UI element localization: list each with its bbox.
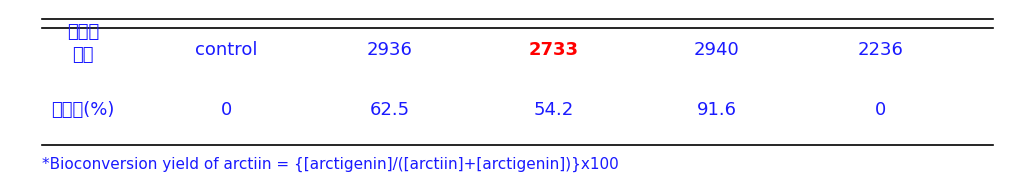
Text: 91.6: 91.6 xyxy=(697,101,737,119)
Text: 2936: 2936 xyxy=(367,41,413,59)
Text: 0: 0 xyxy=(875,101,887,119)
Text: 2733: 2733 xyxy=(529,41,578,59)
Text: 62.5: 62.5 xyxy=(370,101,410,119)
Text: 유전자
번호: 유전자 번호 xyxy=(67,23,99,64)
Text: 0: 0 xyxy=(220,101,232,119)
Text: control: control xyxy=(195,41,257,59)
Text: 2940: 2940 xyxy=(694,41,740,59)
Text: 54.2: 54.2 xyxy=(533,101,574,119)
Text: 2236: 2236 xyxy=(858,41,903,59)
Text: 전환율(%): 전환율(%) xyxy=(51,101,115,119)
Text: *Bioconversion yield of arctiin = {[arctigenin]/([arctiin]+[arctigenin])}x100: *Bioconversion yield of arctiin = {[arct… xyxy=(42,157,619,172)
